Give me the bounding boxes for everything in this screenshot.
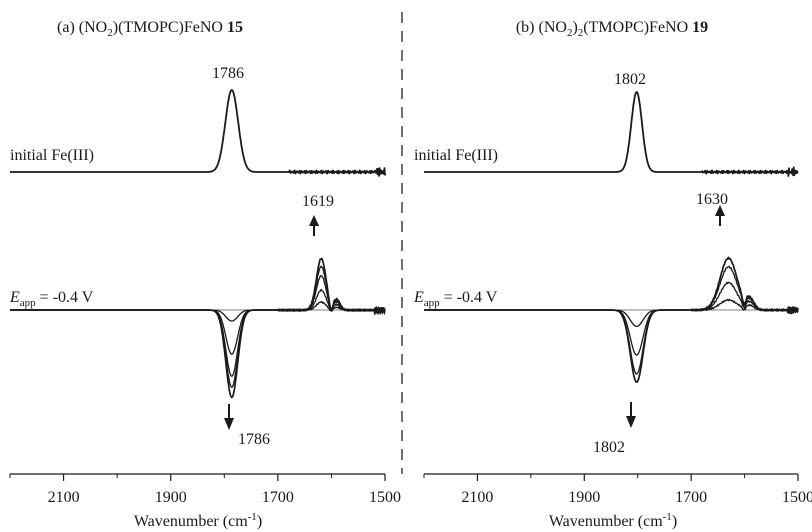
- panel-a-difference-trace-4: [9, 265, 386, 388]
- panel-a-top-label: initial Fe(III): [10, 147, 94, 164]
- panel-a-xtick-label-1700: 1700: [262, 489, 294, 506]
- panel-b-initial-trace: [423, 91, 799, 177]
- panel-a-difference-trace-5: [9, 257, 386, 399]
- panel-a-title: (a) (NO2)(TMOPC)FeNO 15: [57, 19, 243, 39]
- panel-b-xtick-label-1900: 1900: [568, 489, 600, 506]
- panel-b-eapp-label: Eapp = -0.4 V: [413, 289, 498, 309]
- panel-a: (a) (NO2)(TMOPC)FeNO 15 initial Fe(III) …: [9, 19, 401, 530]
- panel-a-xtick-label-2100: 2100: [48, 489, 80, 506]
- panel-a-arrow-up: [309, 215, 319, 236]
- panel-a-xtick-label-1500: 1500: [369, 489, 401, 506]
- panel-b-positive-label: 1630: [696, 191, 728, 208]
- panel-a-xlabel: Wavenumber (cm-1): [134, 511, 262, 530]
- panel-b: (b) (NO2)2(TMOPC)FeNO 19 initial Fe(III)…: [413, 19, 812, 530]
- panel-a-xtick-label-1900: 1900: [155, 489, 187, 506]
- panel-a-initial-trace: [9, 89, 386, 177]
- panel-b-negative-label: 1802: [593, 439, 625, 456]
- panel-b-xtick-label-1500: 1500: [782, 489, 812, 506]
- panel-b-xtick-label-2100: 2100: [461, 489, 493, 506]
- panel-b-arrow-down: [626, 402, 636, 428]
- panel-b-title: (b) (NO2)2(TMOPC)FeNO 19: [516, 19, 708, 39]
- panel-b-arrow-up: [715, 205, 725, 226]
- panel-b-xlabel: Wavenumber (cm-1): [549, 511, 677, 530]
- panel-a-arrow-down: [224, 404, 234, 430]
- panel-b-difference-trace-4: [423, 256, 799, 384]
- panel-b-top-label: initial Fe(III): [414, 147, 498, 164]
- panel-a-top-peak-label: 1786: [212, 65, 244, 82]
- panel-b-difference-trace-3: [423, 265, 799, 375]
- panel-a-negative-label: 1786: [238, 431, 270, 448]
- panel-a-positive-label: 1619: [302, 193, 334, 210]
- panel-b-xtick-label-1700: 1700: [675, 489, 707, 506]
- panel-b-top-peak-label: 1802: [614, 71, 646, 88]
- panel-a-eapp-label: Eapp = -0.4 V: [9, 289, 94, 309]
